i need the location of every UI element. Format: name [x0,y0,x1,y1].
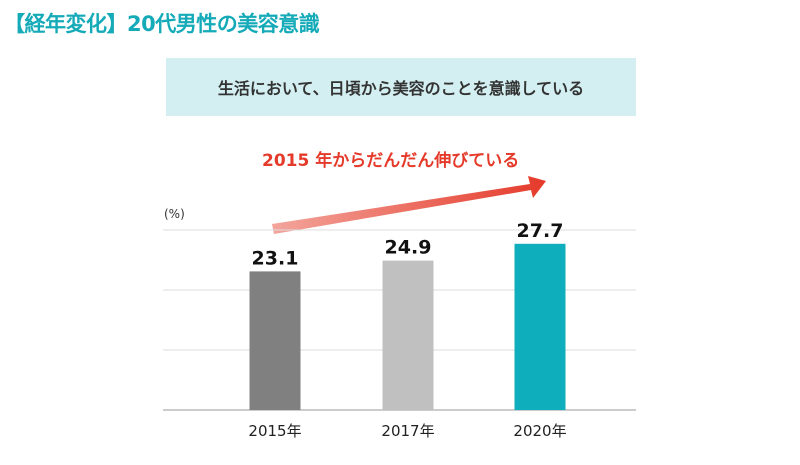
bar-2020年 [514,243,566,410]
page-title: 【経年変化】20代男性の美容意識 [4,12,320,36]
y-axis-label: (%) [164,207,185,221]
bar-2015年 [249,271,301,410]
x-tick-label: 2017年 [381,422,434,440]
trend-annotation: 2015 年からだんだん伸びている [262,151,520,171]
bar-2017年 [382,260,434,410]
trend-arrow [272,176,546,234]
data-label: 23.1 [252,247,299,269]
survey-question-banner: 生活において、日頃から美容のことを意識している [166,58,636,116]
data-label: 24.9 [385,237,432,259]
data-label: 27.7 [517,220,564,242]
x-tick-label: 2015年 [248,422,301,440]
x-tick-label: 2020年 [513,422,566,440]
